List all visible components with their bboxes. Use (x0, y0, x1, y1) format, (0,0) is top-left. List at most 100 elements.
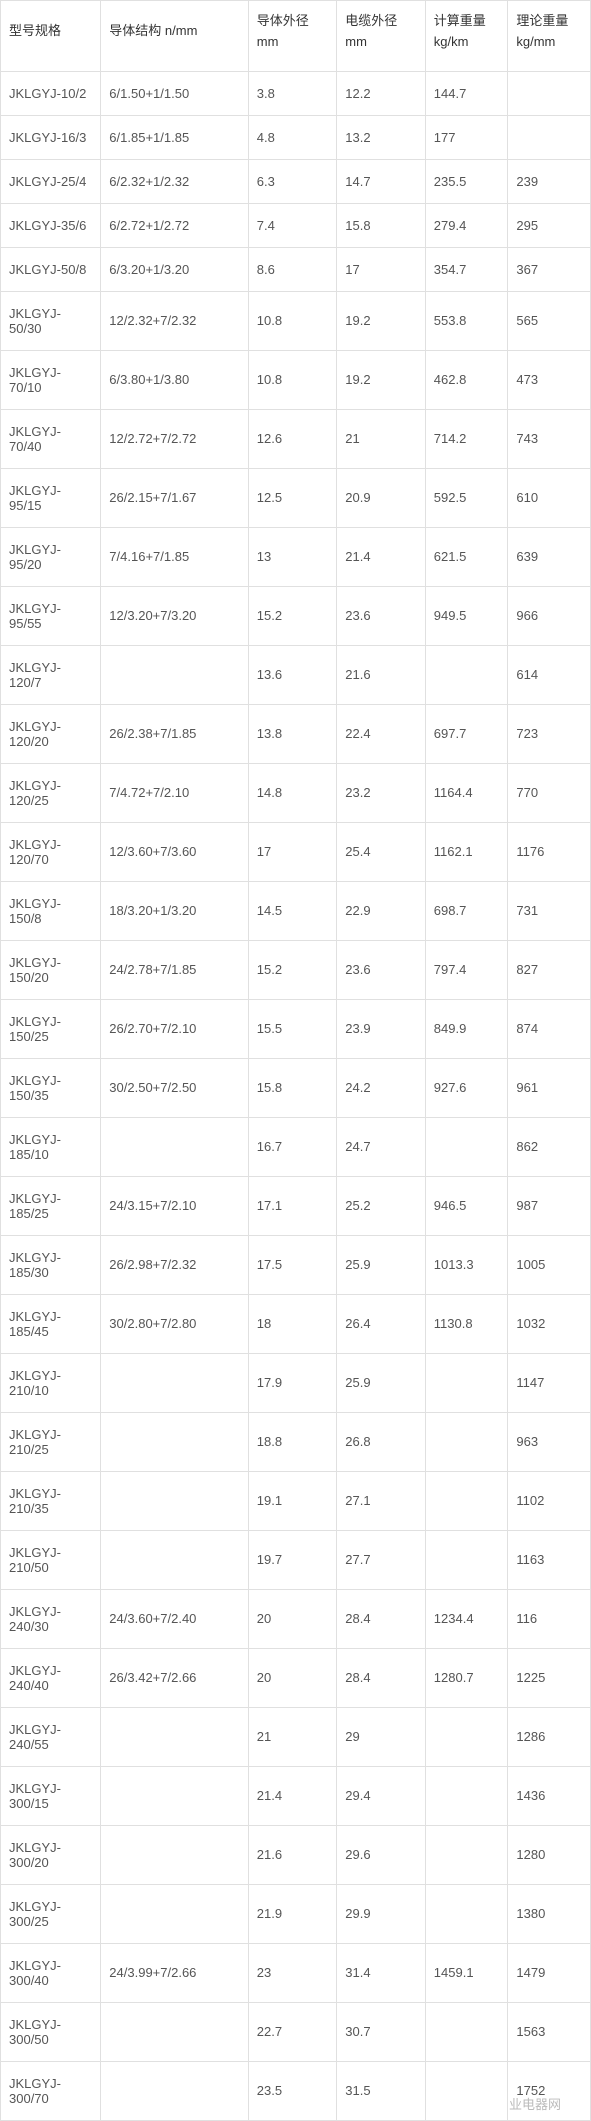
table-cell (101, 1353, 249, 1412)
table-cell: JKLGYJ-150/20 (1, 940, 101, 999)
table-row: JKLGYJ-185/3026/2.98+7/2.3217.525.91013.… (1, 1235, 591, 1294)
table-row: JKLGYJ-16/36/1.85+1/1.854.813.2177 (1, 115, 591, 159)
table-cell: 17.5 (248, 1235, 337, 1294)
table-row: JKLGYJ-240/3024/3.60+7/2.402028.41234.41… (1, 1589, 591, 1648)
table-cell: 966 (508, 586, 591, 645)
spec-table-container: 型号规格导体结构 n/mm导体外径mm电缆外径mm计算重量kg/km理论重量kg… (0, 0, 591, 2121)
table-cell: 1479 (508, 1943, 591, 2002)
table-cell: 23.2 (337, 763, 426, 822)
column-header-2: 导体外径mm (248, 1, 337, 72)
table-cell: 27.1 (337, 1471, 426, 1530)
table-cell (425, 1353, 508, 1412)
column-header-1: 导体结构 n/mm (101, 1, 249, 72)
table-cell: 235.5 (425, 159, 508, 203)
column-header-5: 理论重量kg/mm (508, 1, 591, 72)
table-row: JKLGYJ-300/7023.531.51752 (1, 2061, 591, 2120)
table-row: JKLGYJ-35/66/2.72+1/2.727.415.8279.4295 (1, 203, 591, 247)
table-cell: 26.4 (337, 1294, 426, 1353)
table-cell: 21.4 (337, 527, 426, 586)
table-cell: 31.5 (337, 2061, 426, 2120)
column-header-3: 电缆外径mm (337, 1, 426, 72)
table-cell: JKLGYJ-240/55 (1, 1707, 101, 1766)
table-cell: 462.8 (425, 350, 508, 409)
table-row: JKLGYJ-25/46/2.32+1/2.326.314.7235.5239 (1, 159, 591, 203)
table-cell: 24.2 (337, 1058, 426, 1117)
table-cell: 21.6 (248, 1825, 337, 1884)
table-cell: 23.9 (337, 999, 426, 1058)
table-cell: 961 (508, 1058, 591, 1117)
table-cell: 144.7 (425, 71, 508, 115)
table-cell: 15.8 (248, 1058, 337, 1117)
table-row: JKLGYJ-95/1526/2.15+7/1.6712.520.9592.56… (1, 468, 591, 527)
table-cell: JKLGYJ-50/8 (1, 247, 101, 291)
table-cell: 827 (508, 940, 591, 999)
table-cell: 17 (337, 247, 426, 291)
table-row: JKLGYJ-300/2521.929.91380 (1, 1884, 591, 1943)
col-label-line2: mm (257, 34, 279, 49)
table-row: JKLGYJ-95/5512/3.20+7/3.2015.223.6949.59… (1, 586, 591, 645)
table-row: JKLGYJ-300/2021.629.61280 (1, 1825, 591, 1884)
table-cell: JKLGYJ-25/4 (1, 159, 101, 203)
table-cell: 1013.3 (425, 1235, 508, 1294)
table-cell: JKLGYJ-50/30 (1, 291, 101, 350)
table-cell (101, 1530, 249, 1589)
table-cell: 29.4 (337, 1766, 426, 1825)
table-cell: 13.8 (248, 704, 337, 763)
table-cell: 23.6 (337, 586, 426, 645)
table-cell: 367 (508, 247, 591, 291)
table-cell (425, 1884, 508, 1943)
table-cell: 16.7 (248, 1117, 337, 1176)
col-label-line1: 计算重量 (434, 13, 486, 28)
table-cell: 698.7 (425, 881, 508, 940)
table-cell: 25.9 (337, 1235, 426, 1294)
table-cell: 963 (508, 1412, 591, 1471)
table-row: JKLGYJ-120/257/4.72+7/2.1014.823.21164.4… (1, 763, 591, 822)
table-cell: 6/3.20+1/3.20 (101, 247, 249, 291)
table-cell: 6/2.32+1/2.32 (101, 159, 249, 203)
table-cell: 19.1 (248, 1471, 337, 1530)
table-cell: 15.5 (248, 999, 337, 1058)
table-cell: 18.8 (248, 1412, 337, 1471)
table-cell: 1147 (508, 1353, 591, 1412)
table-cell: 13 (248, 527, 337, 586)
table-cell: JKLGYJ-300/40 (1, 1943, 101, 2002)
table-cell: 1380 (508, 1884, 591, 1943)
table-row: JKLGYJ-185/2524/3.15+7/2.1017.125.2946.5… (1, 1176, 591, 1235)
table-cell: 30/2.80+7/2.80 (101, 1294, 249, 1353)
table-cell (425, 2002, 508, 2061)
table-cell: 26/2.98+7/2.32 (101, 1235, 249, 1294)
table-row: JKLGYJ-210/1017.925.91147 (1, 1353, 591, 1412)
table-cell: 949.5 (425, 586, 508, 645)
table-cell: 22.4 (337, 704, 426, 763)
table-cell: 15.2 (248, 940, 337, 999)
col-label-line1: 电缆外径 (345, 13, 397, 28)
table-cell: 927.6 (425, 1058, 508, 1117)
table-cell: JKLGYJ-150/25 (1, 999, 101, 1058)
table-cell: 14.8 (248, 763, 337, 822)
table-cell: 21.9 (248, 1884, 337, 1943)
table-cell: 20 (248, 1648, 337, 1707)
table-row: JKLGYJ-150/2526/2.70+7/2.1015.523.9849.9… (1, 999, 591, 1058)
table-cell: 21 (248, 1707, 337, 1766)
table-cell (425, 1530, 508, 1589)
table-cell: 26/2.38+7/1.85 (101, 704, 249, 763)
table-cell: 26/2.70+7/2.10 (101, 999, 249, 1058)
table-cell: 1225 (508, 1648, 591, 1707)
table-cell: 24.7 (337, 1117, 426, 1176)
table-cell: JKLGYJ-210/25 (1, 1412, 101, 1471)
table-row: JKLGYJ-70/106/3.80+1/3.8010.819.2462.847… (1, 350, 591, 409)
table-cell: 1164.4 (425, 763, 508, 822)
table-cell: 26/3.42+7/2.66 (101, 1648, 249, 1707)
table-cell: 946.5 (425, 1176, 508, 1235)
table-row: JKLGYJ-240/5521291286 (1, 1707, 591, 1766)
table-cell: 1280.7 (425, 1648, 508, 1707)
table-cell: JKLGYJ-150/8 (1, 881, 101, 940)
table-cell (101, 2061, 249, 2120)
table-header: 型号规格导体结构 n/mm导体外径mm电缆外径mm计算重量kg/km理论重量kg… (1, 1, 591, 72)
table-cell (101, 1117, 249, 1176)
table-cell: 27.7 (337, 1530, 426, 1589)
table-cell: 21.6 (337, 645, 426, 704)
table-cell: 874 (508, 999, 591, 1058)
table-row: JKLGYJ-240/4026/3.42+7/2.662028.41280.71… (1, 1648, 591, 1707)
table-cell: 12.6 (248, 409, 337, 468)
